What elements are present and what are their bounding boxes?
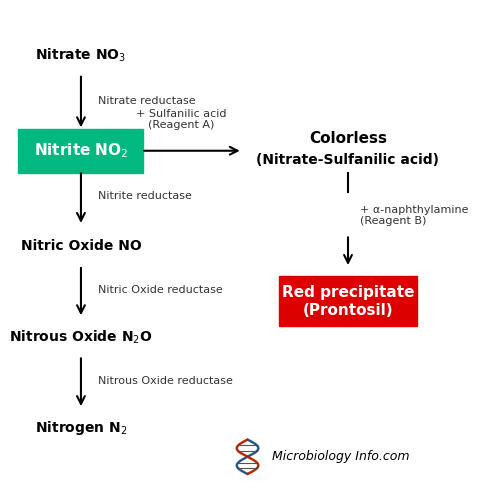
Text: Colorless: Colorless xyxy=(309,131,387,146)
Text: + α-naphthylamine
(Reagent B): + α-naphthylamine (Reagent B) xyxy=(360,204,469,226)
Text: Red precipitate: Red precipitate xyxy=(282,285,414,300)
Text: Nitric Oxide NO: Nitric Oxide NO xyxy=(20,240,142,253)
Text: Microbiology Info.com: Microbiology Info.com xyxy=(272,450,409,463)
FancyBboxPatch shape xyxy=(18,129,144,173)
Text: (Prontosil): (Prontosil) xyxy=(302,304,394,319)
Text: Nitrite reductase: Nitrite reductase xyxy=(98,191,192,201)
Text: Nitrate NO$_3$: Nitrate NO$_3$ xyxy=(36,46,126,64)
Text: Nitrite NO$_2$: Nitrite NO$_2$ xyxy=(34,142,128,160)
Text: Nitrous Oxide reductase: Nitrous Oxide reductase xyxy=(98,376,233,386)
Text: Nitrogen N$_2$: Nitrogen N$_2$ xyxy=(35,419,127,437)
Text: Nitric Oxide reductase: Nitric Oxide reductase xyxy=(98,285,223,295)
Text: (Nitrate-Sulfanilic acid): (Nitrate-Sulfanilic acid) xyxy=(256,153,440,167)
FancyBboxPatch shape xyxy=(280,276,416,326)
Text: Nitrous Oxide N$_2$O: Nitrous Oxide N$_2$O xyxy=(9,328,152,346)
Text: Nitrate reductase: Nitrate reductase xyxy=(98,96,196,105)
Text: + Sulfanilic acid
(Reagent A): + Sulfanilic acid (Reagent A) xyxy=(136,109,226,130)
